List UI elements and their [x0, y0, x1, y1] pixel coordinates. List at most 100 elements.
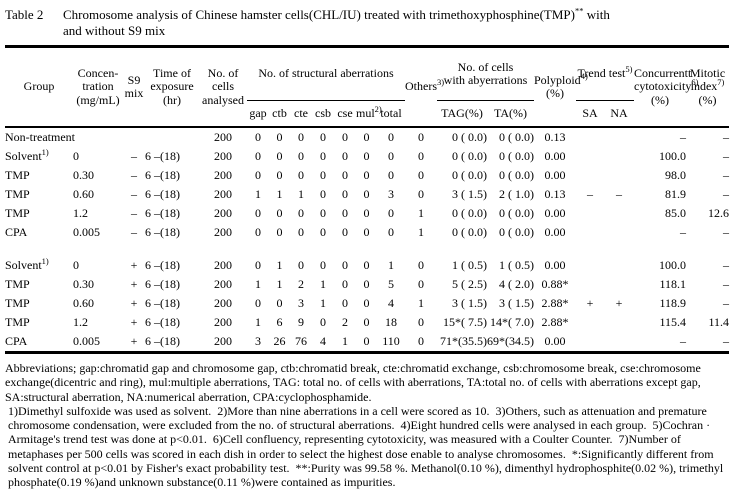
col-header-s9-mix: S9 mix [124, 72, 144, 100]
cell-s9-mix: + [130, 258, 138, 272]
cell-s9-mix: + [130, 296, 138, 310]
group-label: TMP [5, 296, 30, 310]
col-header-mitotic-index: Mitotic index7) (%) [686, 47, 729, 128]
cell-exposure-time: 6 –(18) [145, 149, 180, 163]
col-header-sa: SA [582, 105, 598, 120]
cell-cse: 0 [342, 149, 348, 163]
cell-group: TMP [5, 294, 73, 313]
cell-s9-mix: + [130, 277, 138, 291]
cell-cte: 0 [298, 149, 304, 163]
cell-mitotic-index: 12.6 [708, 206, 729, 220]
table-row: TMP 1.2 +6 –(18) 200 1 6 9 0 2 0 18 0 15*( 7.5) 14*( … [5, 313, 729, 332]
mitotic-unit: (%) [698, 92, 717, 107]
polyploid-label: Polyploid [534, 72, 581, 87]
cell-s9-mix: + [130, 334, 138, 348]
cell-s9-mix: – [131, 225, 137, 239]
cell-mitotic-index: – [723, 225, 729, 239]
cell-tag: 3 ( 1.5) [452, 187, 487, 201]
cell-trend-na: – [616, 187, 622, 201]
table-body: Non-treatment 200 0 0 0 0 0 0 0 0 0 ( 0.0) 0 ( 0.0)… [5, 126, 729, 353]
cell-ctb: 1 [276, 258, 283, 272]
cell-total: 1 [388, 258, 394, 272]
title-footnote-marker: ** [574, 5, 584, 16]
cell-cells-analysed: 200 [214, 187, 232, 201]
cell-cytotoxicity: – [634, 126, 686, 147]
cell-mul: 0 [363, 315, 370, 329]
cell-cytotoxicity: 81.9 [665, 187, 686, 201]
document-page: Table 2 Chromosome analysis of Chinese h… [5, 5, 729, 489]
cell-cytotoxicity: – [680, 334, 686, 348]
cell-mul: 0 [363, 206, 370, 220]
cell-ctb: 6 [276, 315, 283, 329]
group-footnote-marker: 1) [41, 147, 49, 157]
cell-s9-mix [123, 126, 145, 147]
cell-cse: 0 [342, 277, 348, 291]
group-label: TMP [5, 206, 30, 220]
cell-cte: 3 [298, 296, 304, 310]
cell-mul: 0 [356, 126, 377, 147]
cell-concentration: 0.60 [73, 296, 94, 310]
header-row-groups: Group Concen- tration (mg/mL) S9 mix Tim… [5, 46, 729, 107]
cell-others: 0 [418, 149, 424, 163]
cell-mul: 0 [363, 149, 370, 163]
cell-ta: 0 ( 0.0) [499, 225, 534, 239]
cell-tag: 0 ( 0.0) [452, 206, 487, 220]
cell-csb: 1 [320, 277, 326, 291]
cell-ta: 3 ( 1.5) [499, 296, 534, 310]
others-label: Others [405, 79, 437, 94]
cell-cells-analysed: 200 [214, 258, 232, 272]
cell-total: 18 [385, 315, 397, 329]
cell-cells-analysed: 200 [214, 315, 232, 329]
cell-tag: 0 ( 0.0) [452, 149, 487, 163]
cell-mul: 0 [363, 225, 370, 239]
cell-others: 1 [418, 225, 424, 239]
cell-others: 1 [418, 206, 424, 220]
cell-trend-sa [576, 166, 604, 185]
cell-trend-na: + [615, 296, 623, 310]
cell-mul: 0 [363, 296, 370, 310]
cell-cte: 9 [298, 315, 304, 329]
cell-mul: 0 [363, 187, 370, 201]
cell-polyploid: 0.00 [544, 168, 566, 182]
cell-tag: 1 ( 0.5) [452, 258, 487, 272]
cell-ctb: 1 [276, 277, 283, 291]
table-title-main: Chromosome analysis of Chinese hamster c… [63, 7, 575, 22]
cell-tag: 0 ( 0.0) [437, 126, 487, 147]
cell-concentration: 0.005 [73, 334, 100, 348]
cell-cells-analysed: 200 [214, 296, 232, 310]
cell-ta: 69*(34.5) [487, 334, 534, 348]
cell-gap: 0 [255, 206, 261, 220]
cell-cells-analysed: 200 [214, 149, 232, 163]
cell-cse: 2 [342, 315, 348, 329]
cell-cse: 0 [342, 206, 348, 220]
cell-csb: 0 [320, 315, 326, 329]
cell-cytotoxicity: 100.0 [659, 149, 686, 163]
group-label: Solvent [5, 258, 42, 272]
cell-tag: 71*(35.5) [440, 334, 487, 348]
cell-ta: 1 ( 0.5) [499, 258, 534, 272]
col-header-others: Others3) [405, 47, 444, 128]
others-footnote-marker: 3) [437, 77, 445, 88]
col-header-gap: gap [249, 105, 267, 120]
table-row: TMP 1.2 –6 –(18) 200 0 0 0 0 0 0 0 1 0 ( 0.0) 0 ( 0.0… [5, 204, 729, 223]
cell-trend-na [604, 313, 634, 332]
cell-cells-analysed: 200 [214, 206, 232, 220]
group-label: TMP [5, 315, 30, 329]
cell-cte: 0 [298, 206, 304, 220]
chromosome-analysis-table: Group Concen- tration (mg/mL) S9 mix Tim… [5, 45, 729, 354]
cell-exposure-time: 6 –(18) [145, 277, 180, 291]
cell-concentration: 0.005 [73, 225, 100, 239]
cell-gap: 0 [255, 149, 261, 163]
cell-gap: 0 [255, 225, 261, 239]
cell-exposure-time: 6 –(18) [145, 187, 180, 201]
cell-ctb: 0 [276, 225, 283, 239]
group-label: TMP [5, 277, 30, 291]
cell-csb: 4 [320, 334, 326, 348]
cell-mitotic-index: – [723, 258, 729, 272]
cell-tag: 15*( 7.5) [443, 315, 487, 329]
col-header-cte: cte [294, 105, 308, 120]
cell-cytotoxicity: 98.0 [665, 168, 686, 182]
cell-others: 0 [418, 315, 424, 329]
cell-polyploid: 0.13 [544, 187, 566, 201]
col-header-structural-aberrations: No. of structural aberrations [247, 46, 405, 101]
